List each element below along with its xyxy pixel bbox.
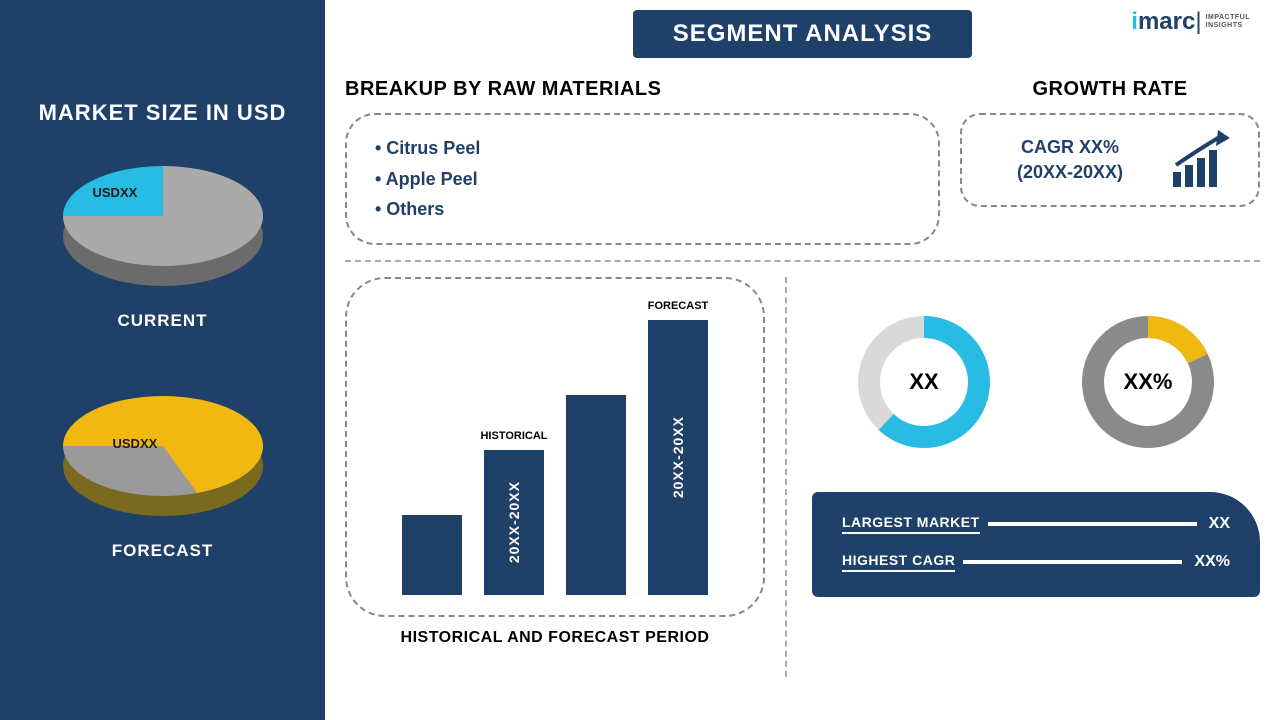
stats-line — [963, 560, 1182, 564]
current-pie-chart: USDXX — [53, 151, 273, 301]
breakup-item: • Others — [375, 194, 910, 225]
page-title: SEGMENT ANALYSIS — [633, 10, 973, 58]
stats-label: LARGEST MARKET — [842, 514, 980, 534]
historical-forecast-section: HISTORICAL20XX-20XXFORECAST20XX-20XX HIS… — [345, 277, 785, 677]
stats-panel: LARGEST MARKET XX HIGHEST CAGR XX% — [812, 492, 1260, 597]
market-size-title: MARKET SIZE IN USD — [39, 100, 287, 126]
chart-bar: FORECAST20XX-20XX — [648, 320, 708, 595]
market-size-panel: MARKET SIZE IN USD USDXX CURRENT USDXX F… — [0, 0, 325, 720]
stats-row: LARGEST MARKET XX — [842, 514, 1230, 534]
breakup-item: • Apple Peel — [375, 164, 910, 195]
breakup-section: BREAKUP BY RAW MATERIALS • Citrus Peel• … — [345, 78, 940, 245]
donut-right-value: XX% — [1124, 369, 1173, 395]
imarc-logo: imarc| IMPACTFUL INSIGHTS — [1131, 8, 1250, 36]
donut-left-value: XX — [909, 369, 938, 395]
breakup-title: BREAKUP BY RAW MATERIALS — [345, 78, 940, 101]
logo-sub2: INSIGHTS — [1206, 22, 1250, 30]
forecast-pie-chart: USDXX — [53, 381, 273, 531]
main-content: imarc| IMPACTFUL INSIGHTS SEGMENT ANALYS… — [325, 0, 1280, 720]
chart-bar — [566, 395, 626, 595]
chart-bar — [402, 515, 462, 595]
bar-period-label: 20XX-20XX — [506, 481, 522, 563]
breakup-item: • Citrus Peel — [375, 133, 910, 164]
donut-left: XX — [849, 307, 999, 457]
forecast-value-label: USDXX — [113, 436, 158, 451]
bar-top-label: HISTORICAL — [480, 430, 547, 442]
bar-period-label: 20XX-20XX — [670, 416, 686, 498]
cagr-value: CAGR XX% — [982, 135, 1158, 160]
forecast-label: FORECAST — [112, 541, 214, 561]
chart-bar: HISTORICAL20XX-20XX — [484, 450, 544, 595]
current-value-label: USDXX — [93, 185, 138, 200]
growth-arrow-icon — [1168, 130, 1238, 190]
growth-text: CAGR XX% (20XX-20XX) — [982, 135, 1158, 185]
breakup-list: • Citrus Peel• Apple Peel• Others — [375, 133, 910, 225]
stats-label: HIGHEST CAGR — [842, 552, 955, 572]
bar-chart: HISTORICAL20XX-20XXFORECAST20XX-20XX — [345, 277, 765, 617]
stats-value: XX% — [1194, 553, 1230, 571]
current-label: CURRENT — [117, 311, 207, 331]
donut-right: XX% — [1073, 307, 1223, 457]
bar-top-label: FORECAST — [648, 300, 709, 312]
horizontal-divider — [345, 260, 1260, 262]
logo-sub1: IMPACTFUL — [1206, 14, 1250, 22]
stats-line — [988, 522, 1197, 526]
main-title-wrap: SEGMENT ANALYSIS — [345, 10, 1260, 58]
growth-rate-section: GROWTH RATE CAGR XX% (20XX-20XX) — [960, 78, 1260, 245]
chart-caption: HISTORICAL AND FORECAST PERIOD — [345, 629, 765, 647]
growth-title: GROWTH RATE — [960, 78, 1260, 101]
stats-value: XX — [1209, 515, 1230, 533]
donut-stats-section: XX XX% LARGEST MARKET XX HIGHEST CAGR XX… — [787, 277, 1260, 677]
stats-row: HIGHEST CAGR XX% — [842, 552, 1230, 572]
cagr-period: (20XX-20XX) — [982, 160, 1158, 185]
